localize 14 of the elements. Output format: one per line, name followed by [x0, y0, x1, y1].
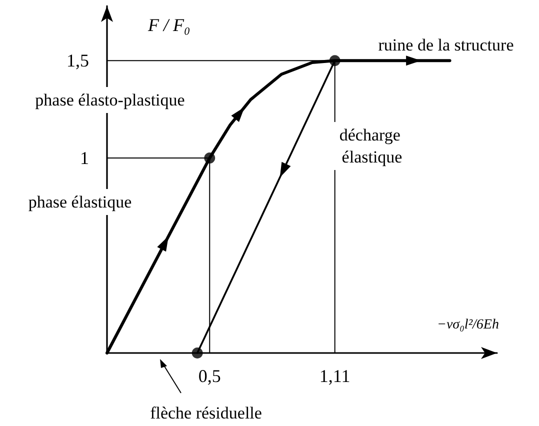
x-tick-label: 1,11 — [319, 366, 350, 386]
y-axis-title: F / F₀ — [147, 15, 190, 35]
x-tick-label: 0,5 — [198, 366, 221, 386]
x-axis-title: −νσ₀l²/6Eh — [437, 318, 499, 332]
point — [204, 152, 216, 164]
y-tick-label: 1,5 — [66, 50, 89, 71]
annotation: phase élasto-plastique — [35, 90, 185, 110]
point — [329, 55, 340, 66]
annotation: phase élastique — [28, 192, 132, 212]
text: flèche résiduelle — [150, 404, 262, 422]
annotation: décharge élastique — [339, 126, 405, 166]
y-tick-label: 1 — [80, 148, 89, 168]
point — [192, 348, 203, 358]
annotation: ruine de la structure — [378, 36, 514, 54]
